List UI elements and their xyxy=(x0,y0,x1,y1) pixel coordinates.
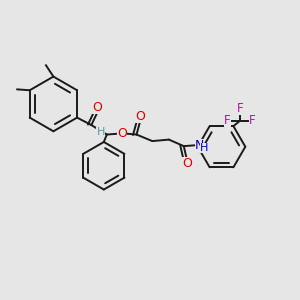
Text: O: O xyxy=(117,127,127,140)
Text: H: H xyxy=(200,143,208,153)
Text: O: O xyxy=(182,158,192,170)
Text: H: H xyxy=(96,127,105,137)
Text: N: N xyxy=(195,139,204,152)
Text: F: F xyxy=(224,114,231,127)
Text: F: F xyxy=(249,114,256,127)
Text: O: O xyxy=(92,101,102,114)
Text: F: F xyxy=(237,102,243,115)
Text: O: O xyxy=(135,110,145,123)
